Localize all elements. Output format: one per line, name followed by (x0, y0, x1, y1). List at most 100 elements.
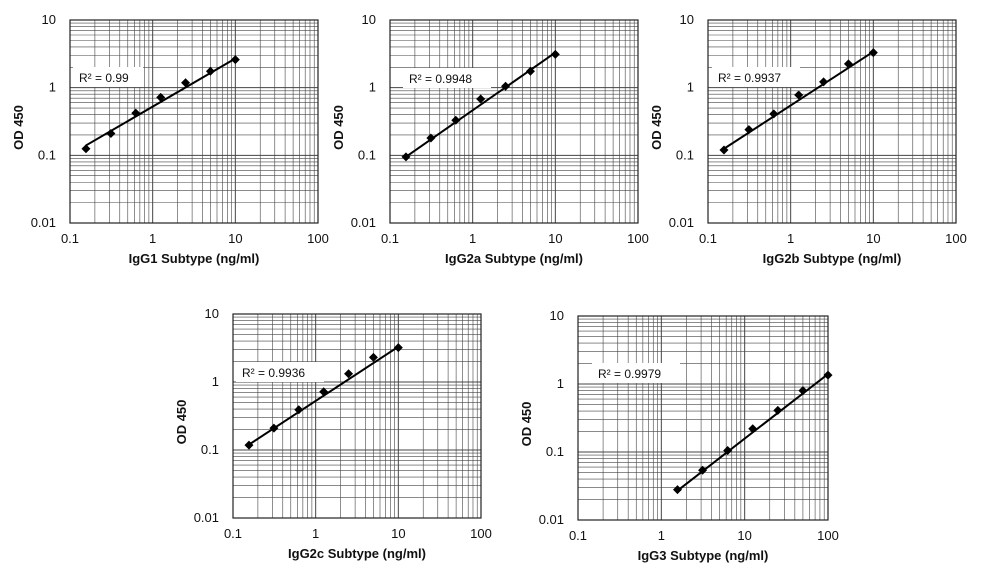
y-tick-label: 10 (550, 308, 564, 323)
y-tick-label: 0.01 (539, 512, 564, 527)
y-tick-label: 10 (42, 12, 56, 27)
data-point (106, 129, 116, 139)
r-squared-label: R² = 0.9948 (409, 72, 472, 86)
y-tick-label: 0.01 (669, 215, 694, 230)
data-point (550, 49, 560, 59)
y-axis-title: OD 450 (331, 105, 346, 150)
x-tick-label: 100 (627, 231, 649, 246)
y-tick-label: 1 (49, 80, 56, 95)
data-point (748, 424, 758, 434)
x-tick-label: 10 (391, 526, 405, 541)
plot-frame (389, 19, 639, 224)
data-point (319, 387, 329, 397)
data-point (205, 66, 215, 76)
r2-box (403, 68, 491, 88)
data-point (819, 77, 829, 87)
data-point (773, 405, 783, 415)
data-point (230, 55, 240, 65)
data-point (156, 92, 166, 102)
data-point (794, 90, 804, 100)
x-tick-label: 1 (787, 231, 794, 246)
x-tick-label: 0.1 (224, 526, 242, 541)
x-tick-label: 0.1 (699, 231, 717, 246)
y-tick-label: 0.1 (358, 147, 376, 162)
data-point (719, 145, 729, 155)
y-axis-title: OD 450 (519, 402, 534, 447)
x-tick-label: 100 (817, 528, 839, 543)
plot-area (578, 316, 828, 520)
r-squared-label: R² = 0.9937 (718, 71, 781, 85)
y-axis-title: OD 450 (174, 400, 189, 445)
y-tick-label: 0.1 (38, 147, 56, 162)
y-tick-label: 1 (369, 80, 376, 95)
data-point (723, 446, 733, 456)
plot-frame (577, 315, 829, 521)
chart-panel-3: 0.1 1 10 100 0.01 0.1 1 10 IgG2b Subtype (ng/ml)… (649, 12, 967, 266)
x-axis-title: IgG2b Subtype (ng/ml) (763, 251, 902, 266)
x-tick-label: 10 (737, 528, 751, 543)
data-point (244, 440, 254, 450)
x-tick-label: 100 (307, 231, 329, 246)
r-squared-label: R² = 0.9979 (598, 367, 661, 381)
data-point (868, 48, 878, 58)
chart-panel-1: 0.1 1 10 100 0.01 0.1 1 10 IgG1 Subtype (ng/ml) O… (11, 12, 329, 266)
data-point (672, 485, 682, 495)
y-tick-label: 1 (557, 376, 564, 391)
r2-box (712, 67, 800, 87)
data-point (393, 343, 403, 353)
x-tick-label: 1 (469, 231, 476, 246)
y-tick-label: 1 (212, 374, 219, 389)
x-axis-title: IgG2a Subtype (ng/ml) (445, 251, 583, 266)
x-tick-label: 0.1 (61, 231, 79, 246)
data-point (525, 66, 535, 76)
plot-area (70, 20, 318, 223)
x-axis-title: IgG1 Subtype (ng/ml) (129, 251, 260, 266)
data-point (744, 125, 754, 135)
y-tick-label: 0.01 (31, 215, 56, 230)
y-tick-label: 10 (205, 306, 219, 321)
data-point (451, 115, 461, 125)
data-point (476, 94, 486, 104)
gridlines (232, 314, 481, 519)
data-point (368, 352, 378, 362)
x-tick-label: 1 (658, 528, 665, 543)
data-point (131, 108, 141, 118)
data-point (426, 133, 436, 143)
y-tick-label: 0.1 (676, 147, 694, 162)
y-tick-label: 0.1 (201, 442, 219, 457)
x-tick-label: 0.1 (569, 528, 587, 543)
x-tick-label: 1 (149, 231, 156, 246)
x-tick-label: 1 (312, 526, 319, 541)
y-tick-label: 0.01 (194, 510, 219, 525)
chart-panel-2: 0.1 1 10 100 0.01 0.1 1 10 IgG2a Subtype (ng/ml)… (331, 12, 649, 266)
y-axis-title: OD 450 (11, 105, 26, 150)
gridlines (69, 20, 318, 224)
plot-area (390, 20, 638, 223)
r2-box (73, 67, 143, 87)
y-tick-label: 0.1 (546, 444, 564, 459)
plot-frame (232, 313, 482, 519)
plot-frame (69, 19, 319, 224)
y-tick-label: 1 (687, 80, 694, 95)
x-axis-title: IgG3 Subtype (ng/ml) (638, 548, 769, 563)
data-point (798, 386, 808, 396)
data-point (401, 152, 411, 162)
data-point (769, 109, 779, 119)
data-point (81, 144, 91, 154)
x-axis-title: IgG2c Subtype (ng/ml) (288, 546, 426, 561)
data-point (344, 369, 354, 379)
x-tick-label: 10 (228, 231, 242, 246)
chart-panel-4: 0.1 1 10 100 0.01 0.1 1 10 IgG2c Subtype (ng/ml)… (174, 306, 492, 561)
data-point (501, 81, 511, 91)
data-point (843, 59, 853, 69)
y-tick-label: 0.01 (351, 215, 376, 230)
gridlines (707, 20, 956, 224)
x-tick-label: 10 (548, 231, 562, 246)
data-point (294, 405, 304, 415)
plot-frame (707, 19, 957, 224)
r2-box (592, 363, 680, 383)
plot-area (708, 20, 956, 223)
chart-panel-5: 0.1 1 10 100 0.01 0.1 1 10 IgG3 Subtype (ng/ml) O… (519, 308, 839, 563)
data-point (823, 370, 833, 380)
